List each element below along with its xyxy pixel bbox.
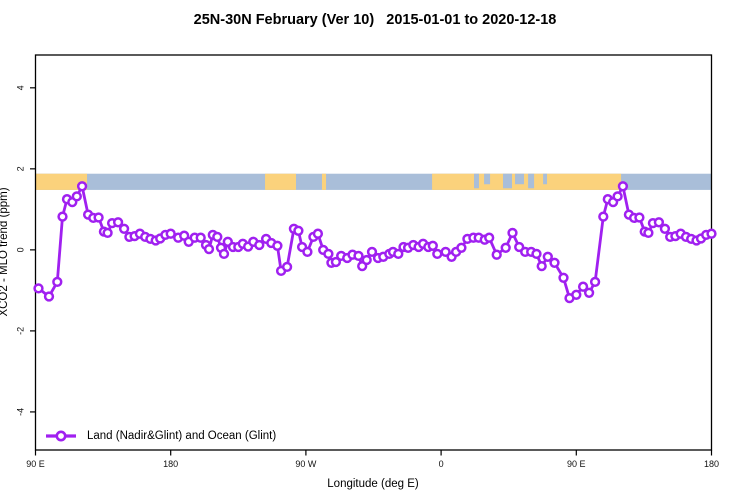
data-point bbox=[330, 256, 342, 268]
chart-title: 25N-30N February (Ver 10) 2015-01-01 to … bbox=[193, 12, 557, 28]
data-point bbox=[302, 246, 313, 258]
y-tick-label: -2 bbox=[16, 327, 26, 335]
x-tick-label: 180 bbox=[163, 459, 178, 469]
data-point bbox=[427, 240, 438, 251]
x-axis-title: Longitude (deg E) bbox=[327, 478, 419, 490]
data-point bbox=[598, 211, 609, 222]
y-tick-label: 2 bbox=[16, 166, 26, 171]
y-tick-label: 0 bbox=[16, 247, 26, 252]
y-tick-label: -4 bbox=[16, 408, 26, 416]
legend-line-marker-icon bbox=[46, 430, 76, 442]
y-tick-label: 4 bbox=[16, 85, 26, 90]
data-point bbox=[643, 227, 654, 239]
x-tick-label: 90 E bbox=[26, 459, 45, 469]
data-point bbox=[542, 251, 553, 262]
data-point bbox=[165, 228, 176, 239]
data-point bbox=[653, 217, 665, 228]
land-band-segment bbox=[432, 173, 622, 190]
data-point bbox=[634, 212, 645, 223]
data-point bbox=[323, 248, 334, 260]
data-point bbox=[577, 281, 589, 292]
data-point bbox=[102, 227, 113, 239]
land-band-segment bbox=[321, 173, 327, 190]
ocean-inlet-speck bbox=[515, 173, 525, 185]
data-point bbox=[218, 248, 230, 260]
data-point bbox=[33, 283, 44, 294]
data-point bbox=[484, 232, 495, 243]
data-point bbox=[118, 223, 130, 234]
data-point bbox=[57, 211, 68, 222]
x-tick-label: 90 E bbox=[567, 459, 586, 469]
data-point bbox=[500, 242, 511, 253]
data-point bbox=[659, 223, 671, 234]
data-point bbox=[393, 248, 404, 260]
data-point bbox=[254, 239, 265, 251]
data-point bbox=[112, 217, 124, 228]
data-point bbox=[195, 232, 206, 243]
land-band-segment bbox=[35, 173, 88, 190]
data-point bbox=[353, 250, 364, 262]
legend: Land (Nadir&Glint) and Ocean (Glint) bbox=[44, 428, 276, 444]
data-point bbox=[203, 243, 215, 255]
x-tick-label: 90 W bbox=[295, 459, 317, 469]
data-point bbox=[293, 225, 304, 236]
data-point bbox=[76, 181, 88, 192]
ocean-inlet-speck bbox=[528, 173, 535, 189]
data-point bbox=[612, 191, 623, 202]
data-point bbox=[507, 227, 518, 239]
legend-label: Land (Nadir&Glint) and Ocean (Glint) bbox=[87, 430, 277, 442]
data-point bbox=[571, 289, 582, 300]
data-point bbox=[43, 291, 55, 302]
data-point bbox=[52, 276, 63, 288]
land-band-segment bbox=[265, 173, 296, 190]
data-point bbox=[71, 191, 82, 202]
data-point bbox=[617, 181, 629, 192]
ocean-inlet-speck bbox=[473, 173, 479, 189]
plot-box bbox=[34, 54, 713, 451]
data-point bbox=[706, 228, 717, 239]
ocean-inlet-speck bbox=[484, 173, 491, 185]
ocean-inlet-speck bbox=[502, 173, 513, 189]
x-tick-label: 0 bbox=[439, 459, 444, 469]
ocean-inlet-speck bbox=[543, 173, 548, 185]
data-point bbox=[281, 261, 293, 273]
data-point bbox=[536, 260, 547, 272]
data-point bbox=[312, 228, 324, 239]
data-point-markers bbox=[33, 181, 717, 304]
data-point bbox=[589, 276, 601, 288]
data-point bbox=[432, 248, 443, 260]
x-tick-label: 180 bbox=[704, 459, 719, 469]
data-point bbox=[491, 249, 502, 260]
data-point bbox=[93, 212, 104, 223]
data-point bbox=[212, 231, 223, 243]
data-point bbox=[531, 248, 542, 260]
data-point bbox=[456, 242, 467, 253]
y-axis-title: XCO2 - MLO trend (ppm) bbox=[0, 187, 10, 317]
data-point bbox=[558, 272, 569, 283]
data-point bbox=[549, 257, 560, 268]
data-point bbox=[361, 254, 372, 266]
data-point bbox=[583, 287, 595, 298]
data-point bbox=[366, 246, 378, 258]
data-point bbox=[272, 240, 283, 251]
